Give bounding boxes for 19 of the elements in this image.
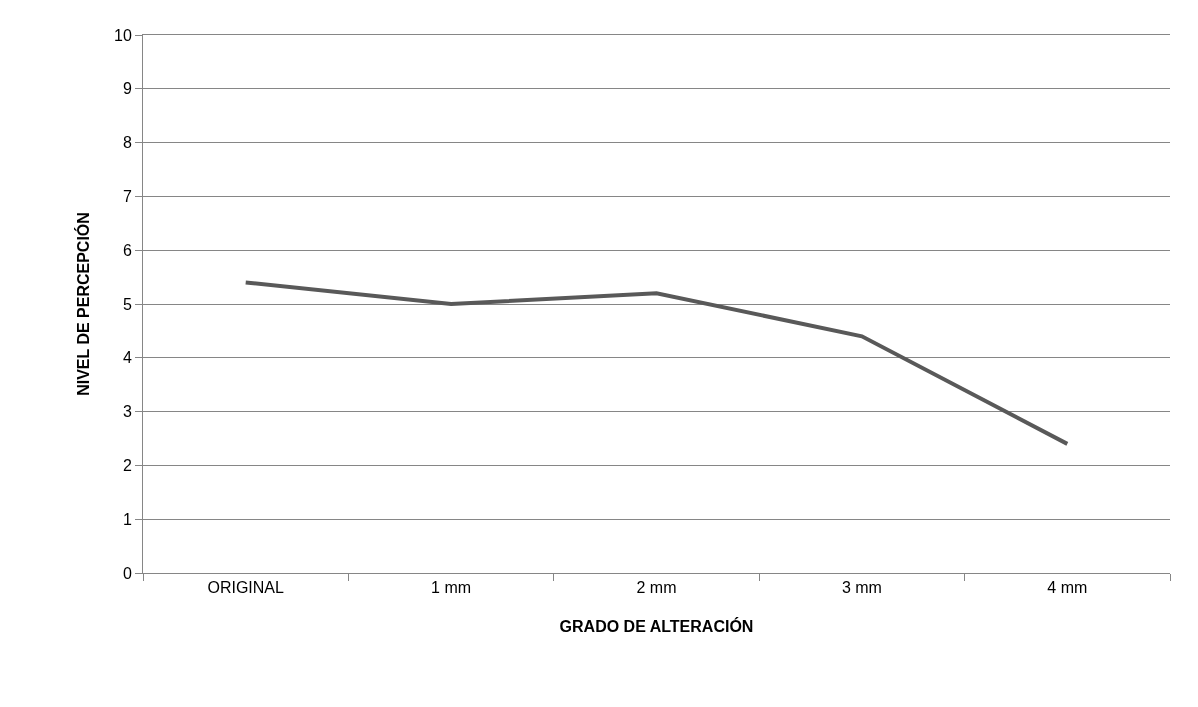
y-tick-label: 0 xyxy=(122,564,132,582)
x-tick-label: 1 mm xyxy=(431,579,472,597)
x-tick-label: ORIGINAL xyxy=(207,579,285,597)
y-tick-label: 3 xyxy=(122,403,132,421)
y-tick-label: 10 xyxy=(114,26,132,44)
y-axis-title: NIVEL DE PERCEPCIÓN xyxy=(73,212,92,396)
y-tick-label: 8 xyxy=(122,134,132,152)
x-tick-label: 2 mm xyxy=(636,579,677,597)
y-tick-label: 4 xyxy=(122,349,132,367)
line-series xyxy=(243,280,1070,446)
x-tick-label: 4 mm xyxy=(1047,579,1088,597)
y-tick-label: 2 xyxy=(122,457,132,474)
x-tick-label: 3 mm xyxy=(841,579,882,597)
y-tick-label: 1 xyxy=(122,510,132,528)
x-axis-title: GRADO DE ALTERACIÓN xyxy=(559,616,754,635)
y-tick-label: 5 xyxy=(122,295,132,313)
y-tick-label: 9 xyxy=(122,80,132,98)
y-tick-label: 7 xyxy=(122,188,132,205)
y-tick-label: 6 xyxy=(122,241,132,259)
